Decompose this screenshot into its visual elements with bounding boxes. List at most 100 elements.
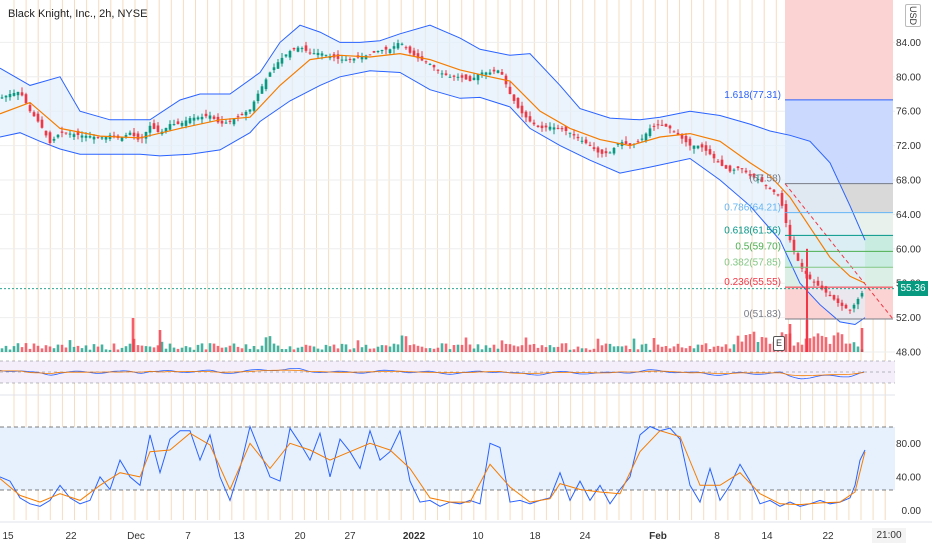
volume-bar <box>524 337 528 352</box>
volume-bar <box>76 345 80 352</box>
volume-bar <box>676 343 680 352</box>
volume-bar <box>424 348 428 352</box>
volume-bar <box>228 345 232 352</box>
candle-body <box>28 105 32 112</box>
volume-bar <box>172 347 176 352</box>
candle-body <box>656 124 660 126</box>
volume-bar <box>732 344 736 352</box>
candle-body <box>836 298 840 303</box>
stoch-k-line <box>0 424 866 507</box>
volume-bar <box>372 348 376 352</box>
fibonacci-levels: 0(51.83) 0.236(55.55) 0.382(57.85) 0.5(59.7… <box>724 90 893 320</box>
volume-bar <box>252 346 256 352</box>
volume-bar <box>212 343 216 352</box>
candle-body <box>772 189 776 192</box>
volume-bar <box>760 337 764 352</box>
volume-bar <box>28 348 32 352</box>
volume-spike <box>860 328 864 352</box>
candle-body <box>216 116 220 123</box>
time-axis-label: 13 <box>233 531 245 542</box>
bollinger-lower-line <box>0 70 866 326</box>
candle-body <box>524 111 528 118</box>
candle-body <box>276 62 280 69</box>
volume-bar <box>384 345 388 352</box>
volume-bar <box>64 347 68 352</box>
volume-bar <box>296 347 300 352</box>
time-axis-label: 10 <box>472 531 484 542</box>
volume-bar <box>808 338 812 352</box>
volume-bar <box>88 349 92 352</box>
candle-body <box>344 59 348 61</box>
candle-body <box>88 136 92 138</box>
currency-label[interactable]: USD <box>905 4 921 28</box>
candle-body <box>808 274 812 279</box>
candle-body <box>424 61 428 63</box>
candle-body <box>364 55 368 60</box>
volume-bar <box>308 345 312 352</box>
candle-body <box>228 120 232 122</box>
volume-bar <box>184 346 188 352</box>
candle-body <box>92 136 96 140</box>
volume-bar <box>376 346 380 352</box>
stoch-axis-label: 80.00 <box>896 439 921 450</box>
candle-body <box>148 125 152 133</box>
volume-bar <box>656 344 660 352</box>
volume-bar <box>216 345 220 352</box>
volume-bar <box>576 346 580 352</box>
volume-bar <box>840 334 844 352</box>
volume-bar <box>504 343 508 352</box>
candle-body <box>280 57 284 64</box>
candle-body <box>548 126 552 130</box>
candle-body <box>136 133 140 140</box>
candle-body <box>576 136 580 139</box>
candle-body <box>324 54 328 56</box>
volume-bar <box>60 344 64 352</box>
candle-body <box>204 113 208 117</box>
candle-body <box>596 147 600 153</box>
price-series <box>0 39 895 352</box>
candle-body <box>368 54 372 56</box>
volume-bar <box>800 344 804 352</box>
volume-bar <box>812 336 816 352</box>
candle-body <box>452 75 456 77</box>
candle-body <box>560 128 564 130</box>
candle-body <box>408 46 412 53</box>
volume-bar <box>516 346 520 352</box>
candle-body <box>12 93 16 96</box>
candle-body <box>468 76 472 82</box>
last-price-label: 55.36 <box>898 281 928 296</box>
candle-body <box>744 170 748 173</box>
price-axis-bg <box>895 0 932 520</box>
volume-bar <box>264 337 268 352</box>
volume-bar <box>560 343 564 352</box>
candle-body <box>748 174 752 176</box>
volume-bar <box>472 348 476 352</box>
volume-bar <box>624 345 628 352</box>
candle-body <box>76 130 80 135</box>
volume-bar <box>40 348 44 352</box>
volume-bar <box>844 343 848 352</box>
volume-bar <box>8 349 12 352</box>
candle-body <box>764 185 768 187</box>
volume-bar <box>740 341 744 352</box>
candle-body <box>252 101 256 111</box>
candle-body <box>828 294 832 297</box>
bollinger-upper-line <box>0 24 866 241</box>
volume-bar <box>240 348 244 352</box>
fib-label-0: 0(51.83) <box>744 309 781 320</box>
time-marker: 21:00 <box>872 528 906 543</box>
volume-bar <box>628 349 632 352</box>
candle-body <box>240 114 244 115</box>
volume-bar <box>784 334 788 352</box>
volume-bar <box>416 345 420 352</box>
earnings-badge[interactable]: E <box>773 336 785 351</box>
candle-body <box>412 50 416 56</box>
volume-bar <box>832 335 836 352</box>
candle-body <box>464 74 468 80</box>
candle-body <box>720 159 724 166</box>
candle-body <box>236 116 240 118</box>
volume-bar <box>16 343 20 352</box>
candle-body <box>536 125 540 127</box>
volume-bar <box>728 348 732 352</box>
